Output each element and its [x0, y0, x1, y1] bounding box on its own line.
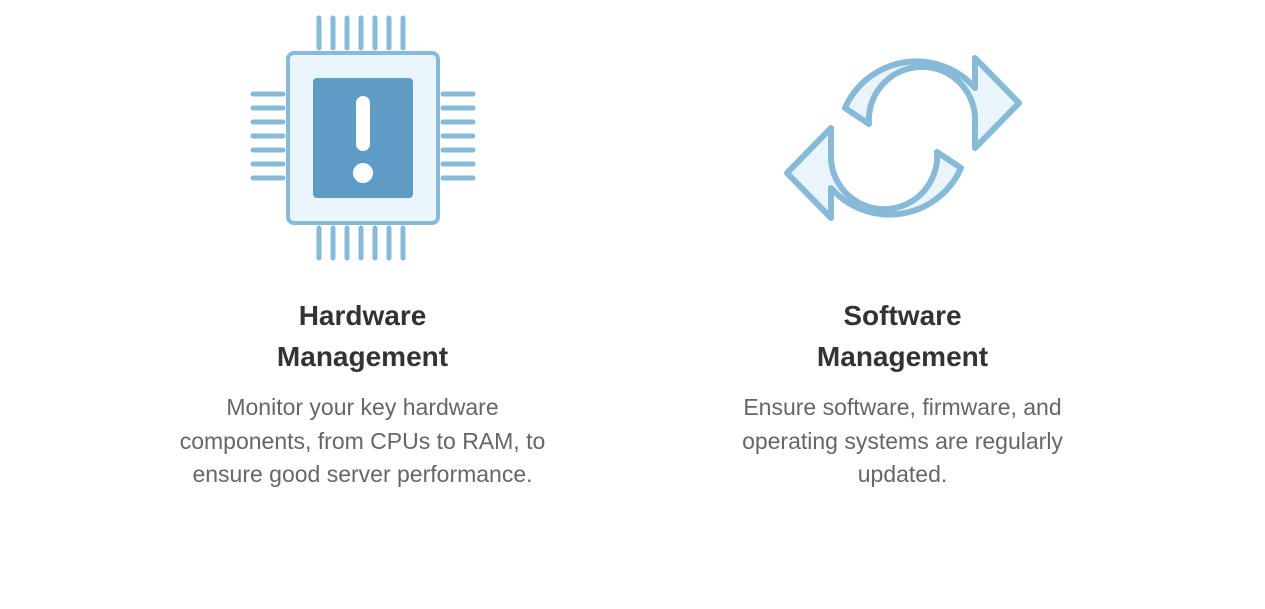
- software-desc: Ensure software, firmware, and operating…: [713, 391, 1093, 491]
- hardware-card: Hardware Management Monitor your key har…: [173, 8, 553, 491]
- hardware-desc: Monitor your key hardware components, fr…: [173, 391, 553, 491]
- feature-row: Hardware Management Monitor your key har…: [173, 8, 1093, 491]
- software-card: Software Management Ensure software, fir…: [713, 8, 1093, 491]
- refresh-cycle-icon: [773, 8, 1033, 268]
- software-title: Software Management: [817, 296, 988, 377]
- hardware-title: Hardware Management: [277, 296, 448, 377]
- cpu-alert-icon: [233, 8, 493, 268]
